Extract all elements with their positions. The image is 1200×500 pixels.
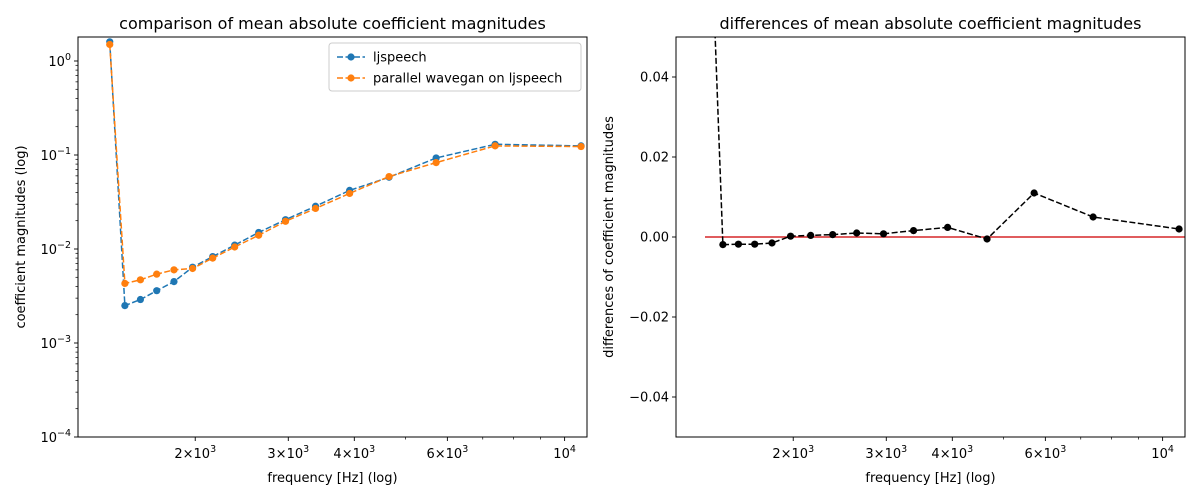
right-plot-content — [705, 37, 1185, 249]
right-series-point — [1030, 189, 1038, 197]
legend-label-ljspeech: ljspeech — [373, 51, 427, 66]
right-series-point — [944, 223, 952, 231]
left-series-1-point — [491, 142, 499, 150]
right-series-point — [853, 229, 861, 237]
right-series-point — [786, 232, 795, 240]
right-series-point — [768, 239, 776, 247]
left-series-0-point — [136, 295, 145, 304]
left-series-1-point — [385, 172, 393, 181]
left-series-1-point — [346, 189, 354, 198]
left-y-axis-label: coefficient magnitudes (log) — [14, 145, 29, 328]
right-x-tick-label: 3×103 — [865, 444, 907, 462]
left-plot-content — [106, 38, 585, 310]
left-x-ticks: 2×103 3×103 4×103 6×103 104 — [174, 437, 576, 462]
left-series-1-point — [170, 266, 178, 274]
left-y-tick-label: 10−2 — [40, 240, 71, 258]
right-series-point — [719, 241, 727, 249]
left-series-1-point — [311, 204, 320, 213]
right-y-tick-label: −0.04 — [629, 391, 669, 406]
left-chart: comparison of mean absolute coefficient … — [14, 14, 588, 486]
left-y-ticks: 100 10−1 10−2 10−3 10−4 — [40, 52, 78, 446]
right-series-point — [1175, 225, 1183, 233]
left-series-0-point — [153, 287, 161, 295]
left-series-1-point — [255, 231, 263, 239]
right-series-point — [1089, 213, 1097, 221]
right-x-tick-label: 6×103 — [1024, 444, 1066, 462]
right-y-tick-label: −0.02 — [629, 311, 669, 326]
right-series-point — [734, 240, 743, 248]
left-series-1-point — [577, 142, 585, 151]
right-series-line — [714, 37, 1180, 246]
right-series-point — [829, 231, 837, 239]
left-series-1-point — [209, 254, 217, 262]
right-x-tick-label: 2×103 — [772, 444, 814, 462]
left-plot-frame — [77, 36, 588, 438]
left-y-tick-label: 10−4 — [40, 428, 71, 446]
left-series-1-point — [153, 270, 161, 278]
left-series-0-point — [170, 278, 178, 286]
right-x-tick-label: 104 — [1151, 444, 1174, 462]
left-series-1-point — [106, 40, 114, 49]
left-series-1-point — [231, 243, 239, 251]
left-series-1-point — [136, 276, 145, 284]
left-series-1-point — [432, 159, 440, 167]
right-series-point — [879, 230, 888, 238]
left-series-1-point — [281, 217, 290, 225]
legend-label-wavegan: parallel wavegan on ljspeech — [373, 72, 562, 87]
right-x-axis-label: frequency [Hz] (log) — [865, 471, 995, 486]
right-series-point — [983, 235, 991, 243]
legend-marker-ljspeech — [347, 53, 355, 61]
left-series-line-0 — [108, 41, 582, 307]
right-series-point — [909, 227, 918, 235]
legend: ljspeech parallel wavegan on ljspeech — [328, 42, 582, 92]
legend-box — [328, 42, 582, 92]
right-y-tick-label: 0.00 — [640, 231, 669, 246]
left-series-1-point — [121, 279, 129, 288]
left-x-tick-label: 4×103 — [333, 444, 375, 462]
right-series-point — [751, 240, 759, 248]
left-series-line-1 — [108, 44, 582, 285]
left-series-1-point — [188, 264, 197, 273]
left-y-tick-label: 10−1 — [40, 146, 71, 164]
right-y-ticks: 0.04 0.02 0.00 −0.02 −0.04 — [629, 71, 676, 406]
left-chart-title: comparison of mean absolute coefficient … — [119, 14, 546, 33]
left-series-0-point — [121, 301, 129, 310]
right-y-axis-label: differences of coefficient magnitudes — [602, 116, 617, 358]
right-y-tick-label: 0.02 — [640, 151, 669, 166]
right-y-tick-label: 0.04 — [640, 71, 669, 86]
left-y-tick-label: 10−3 — [40, 334, 71, 352]
right-series-point — [807, 231, 815, 239]
right-x-tick-label: 4×103 — [931, 444, 973, 462]
right-x-ticks: 2×103 3×103 4×103 6×103 104 — [772, 437, 1174, 462]
left-x-tick-label: 3×103 — [267, 444, 309, 462]
left-x-axis-label: frequency [Hz] (log) — [267, 471, 397, 486]
left-x-tick-label: 104 — [553, 444, 576, 462]
right-chart-title: differences of mean absolute coefficient… — [720, 14, 1142, 33]
left-x-tick-label: 6×103 — [426, 444, 468, 462]
left-x-tick-label: 2×103 — [174, 444, 216, 462]
legend-marker-wavegan — [347, 74, 355, 82]
left-y-tick-label: 100 — [48, 52, 71, 70]
right-chart: differences of mean absolute coefficient… — [602, 14, 1186, 486]
